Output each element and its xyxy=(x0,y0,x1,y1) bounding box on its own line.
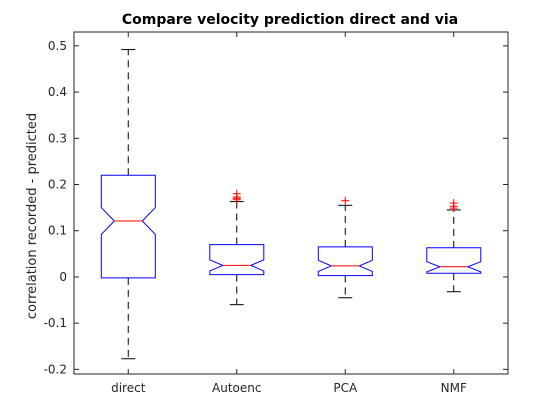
box-group-pca xyxy=(317,196,373,299)
y-tick-label: -0.2 xyxy=(44,362,67,376)
y-axis-label: correlation recorded - predicted xyxy=(25,113,40,319)
plot-area: -0.2 -0.1 0 0.1 0.2 0.3 0.4 0.5 direct Autoenc PCA… xyxy=(44,31,509,395)
outlier-marker xyxy=(449,199,458,207)
notched-box xyxy=(100,174,156,279)
axes-frame xyxy=(73,31,509,375)
y-tick-label: 0.1 xyxy=(48,224,67,238)
outlier-marker xyxy=(232,189,241,198)
x-tick-label: direct xyxy=(111,381,146,395)
y-tick-label: 0.5 xyxy=(48,39,67,53)
box-group-direct xyxy=(100,49,156,360)
y-tick-label: -0.1 xyxy=(44,316,67,330)
box-group-autoenc xyxy=(209,189,265,306)
outlier-marker xyxy=(341,196,350,205)
chart-title: Compare velocity prediction direct and v… xyxy=(122,12,458,28)
box-group-nmf xyxy=(426,199,482,293)
x-tick-label: PCA xyxy=(333,381,358,395)
y-tick-label: 0.4 xyxy=(48,85,67,99)
y-tick-label: 0.2 xyxy=(48,178,67,192)
notched-box xyxy=(426,247,482,274)
y-tick-label: 0.3 xyxy=(48,131,67,145)
x-tick-label: Autoenc xyxy=(212,381,261,395)
y-tick-label: 0 xyxy=(59,270,67,284)
x-tick-label: NMF xyxy=(441,381,467,395)
notched-box xyxy=(209,244,265,276)
notched-box xyxy=(317,246,373,277)
